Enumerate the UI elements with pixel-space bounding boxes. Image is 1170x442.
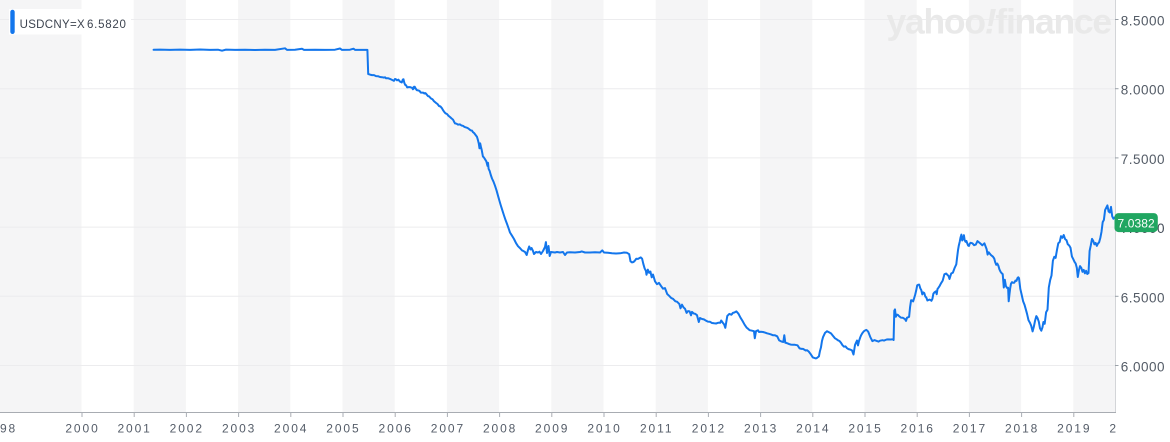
svg-text:1998: 1998: [0, 422, 17, 436]
svg-text:2011: 2011: [640, 422, 673, 436]
svg-text:2002: 2002: [170, 422, 204, 436]
svg-text:7.0382: 7.0382: [1118, 216, 1156, 230]
svg-text:2014: 2014: [796, 422, 830, 436]
svg-text:8.0000: 8.0000: [1121, 83, 1165, 98]
svg-text:2016: 2016: [901, 422, 935, 436]
svg-text:2007: 2007: [431, 422, 465, 436]
svg-text:2008: 2008: [483, 422, 517, 436]
svg-text:2010: 2010: [587, 422, 621, 436]
svg-text:2006: 2006: [379, 422, 413, 436]
svg-text:2003: 2003: [222, 422, 256, 436]
svg-text:7.5000: 7.5000: [1121, 152, 1165, 167]
svg-text:2015: 2015: [848, 422, 882, 436]
svg-text:2004: 2004: [274, 422, 308, 436]
svg-text:2012: 2012: [692, 422, 726, 436]
svg-text:2018: 2018: [1005, 422, 1039, 436]
svg-text:2009: 2009: [535, 422, 569, 436]
svg-text:2000: 2000: [65, 422, 99, 436]
svg-text:6.5820: 6.5820: [87, 19, 127, 31]
svg-text:yahoo!finance: yahoo!finance: [887, 2, 1112, 42]
svg-text:USDCNY=X: USDCNY=X: [20, 19, 85, 31]
svg-text:8.5000: 8.5000: [1121, 14, 1165, 29]
svg-text:2001: 2001: [117, 422, 151, 436]
svg-text:2013: 2013: [744, 422, 778, 436]
svg-text:2020: 2020: [1109, 422, 1143, 436]
svg-text:6.5000: 6.5000: [1121, 290, 1165, 305]
svg-text:2005: 2005: [326, 422, 360, 436]
svg-text:2017: 2017: [953, 422, 987, 436]
svg-text:2019: 2019: [1057, 422, 1091, 436]
svg-text:6.0000: 6.0000: [1121, 360, 1165, 375]
